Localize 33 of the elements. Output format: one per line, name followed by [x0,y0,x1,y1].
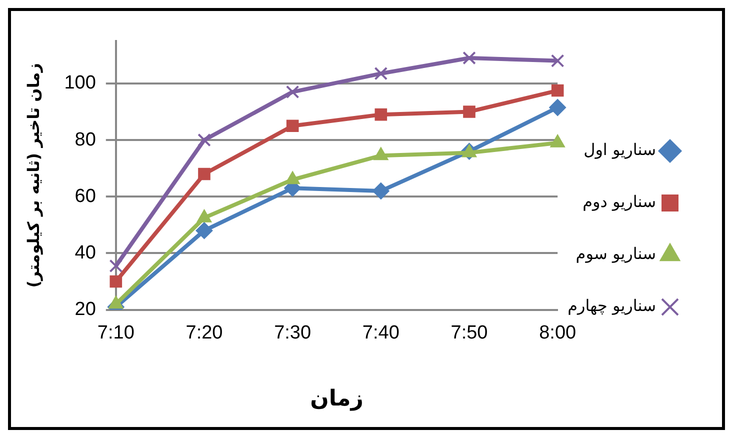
point [286,120,299,132]
x-tick-label: 7:40 [362,322,400,344]
point [286,85,300,99]
y-tick-label: 100 [64,72,96,94]
point [372,182,390,200]
x-tick-label: 7:30 [274,322,312,344]
point [110,275,122,288]
point [196,222,213,240]
point [109,259,123,273]
y-tick-label: 20 [74,299,96,320]
x-tick-label: 7:50 [450,322,488,344]
point [374,108,388,121]
x-tick-label: 8:00 [539,322,576,344]
y-tick-label: 80 [74,129,96,150]
x-tick-label: 7:10 [97,322,134,344]
point [462,51,476,65]
point [551,84,564,97]
legend-label: سناریو دوم [582,192,656,212]
point [549,98,566,116]
x-axis-title: زمان [310,386,364,412]
legend-label: سناریو سوم [576,244,656,264]
y-tick-label: 60 [74,186,96,207]
point [198,168,210,180]
point [198,133,211,147]
point [108,296,124,309]
point [550,54,564,68]
y-tick-label: 40 [74,242,96,264]
legend-label: سناریو اول [584,140,656,160]
legend-label: سناریو چهارم [568,296,656,316]
x-tick-label: 7:20 [186,322,223,344]
y-axis-title: زمان تاخیر (ثانیه بر کیلومتر) [24,63,43,288]
point [463,106,476,118]
point [374,66,388,80]
